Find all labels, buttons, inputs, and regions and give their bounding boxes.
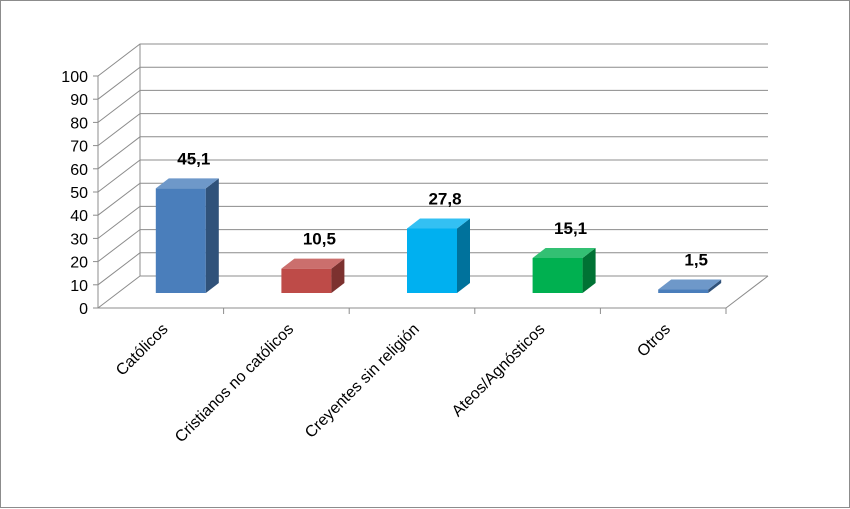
y-tick-label: 50 [70, 185, 88, 202]
data-label: 10,5 [303, 230, 336, 249]
bar [281, 258, 345, 293]
category-label: Otros [634, 321, 674, 361]
bar-front [407, 228, 457, 293]
y-tick-label: 10 [70, 278, 88, 295]
y-tick-label: 40 [70, 208, 88, 225]
gridline [97, 43, 768, 77]
bar-side [331, 258, 345, 293]
floor-edge [725, 275, 769, 309]
data-label: 1,5 [684, 251, 708, 270]
data-label: 45,1 [177, 149, 210, 168]
bar-top [658, 279, 722, 290]
y-tick-label: 30 [70, 231, 88, 248]
category-label: Cristianos no católicos [172, 321, 297, 446]
bar-front [658, 289, 709, 293]
y-tick-label: 70 [70, 139, 88, 156]
bar-front [155, 188, 206, 293]
bars [155, 178, 722, 293]
y-tick-label: 100 [61, 69, 88, 86]
gridline [97, 89, 768, 123]
bar-front [532, 257, 583, 293]
bar-side [205, 178, 219, 293]
bar-top [155, 178, 219, 189]
bar [532, 247, 596, 293]
y-tick-label: 0 [79, 301, 88, 318]
bar-top [407, 218, 470, 229]
gridline [97, 113, 768, 146]
bar [658, 279, 722, 293]
category-label: Creyentes sin religión [302, 321, 423, 442]
y-tick-label: 90 [70, 92, 88, 109]
data-label: 15,1 [554, 219, 587, 238]
y-tick-label: 80 [70, 115, 88, 132]
bar [155, 178, 219, 293]
gridline [97, 66, 768, 100]
bar-front [281, 268, 332, 293]
category-label: Ateos/Agnósticos [449, 321, 548, 420]
category-axis: Católicos Cristianos no católicos Creyente… [113, 321, 674, 446]
y-tick-label: 20 [70, 255, 88, 272]
bar [407, 218, 470, 293]
bar-top [532, 247, 596, 258]
bar-side [582, 247, 596, 293]
bar-side [708, 279, 722, 293]
gridlines [97, 43, 769, 309]
value-axis: 0 10 20 30 40 50 60 70 80 90 100 [61, 69, 727, 318]
bar-top [281, 258, 345, 269]
data-label: 27,8 [428, 190, 461, 209]
bar-side [457, 218, 470, 293]
y-tick-label: 60 [70, 162, 88, 179]
category-label: Católicos [113, 321, 172, 380]
data-labels: 45,1 10,5 27,8 15,1 1,5 [177, 149, 708, 269]
